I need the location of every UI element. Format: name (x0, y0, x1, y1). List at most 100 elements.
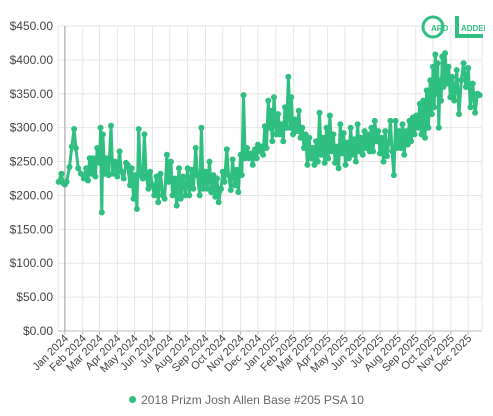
data-point (430, 63, 436, 70)
data-point (465, 65, 472, 71)
data-point (375, 128, 382, 135)
data-point (467, 104, 474, 111)
data-point (252, 146, 258, 153)
data-point (109, 170, 116, 177)
data-point (108, 122, 114, 129)
data-point (462, 84, 469, 90)
legend: 2018 Prizm Josh Allen Base #205 PSA 10 (0, 393, 493, 407)
data-point (380, 158, 387, 165)
data-point (253, 155, 260, 162)
data-point (218, 185, 224, 192)
data-point (163, 151, 170, 158)
data-point (169, 192, 176, 199)
data-point (221, 178, 228, 185)
data-point (295, 107, 302, 114)
data-point (364, 131, 371, 138)
data-point (202, 168, 209, 175)
data-point (231, 182, 238, 189)
data-point (383, 153, 390, 160)
data-point (245, 155, 252, 162)
data-point (397, 145, 404, 151)
data-point (314, 158, 321, 165)
data-point (442, 50, 449, 57)
data-point (167, 158, 174, 165)
data-point (196, 192, 203, 199)
data-point (269, 138, 276, 145)
data-point (261, 123, 268, 130)
data-point (301, 145, 307, 151)
data-point (368, 124, 375, 131)
data-point (127, 182, 133, 189)
data-point (453, 67, 460, 74)
data-point (415, 124, 422, 131)
data-point (413, 112, 420, 119)
data-point (267, 107, 274, 114)
data-point (326, 112, 333, 119)
data-point (118, 168, 125, 175)
data-point (330, 131, 337, 138)
data-point (83, 165, 90, 172)
data-point (320, 134, 326, 141)
data-point (422, 134, 428, 141)
data-point (114, 173, 121, 180)
data-point (373, 138, 380, 145)
data-point (94, 145, 101, 151)
data-point (387, 117, 394, 124)
data-point (132, 172, 139, 179)
card-ladder-logo: ARD ADDER (421, 15, 485, 39)
data-point (316, 109, 323, 116)
data-point (99, 131, 106, 138)
data-point (188, 166, 195, 173)
data-point (451, 97, 458, 104)
data-point (460, 60, 467, 67)
logo-c-icon (421, 15, 445, 39)
data-point (227, 187, 234, 193)
data-point (436, 77, 443, 84)
data-point (297, 134, 304, 141)
data-point (370, 148, 377, 155)
data-point (389, 148, 396, 155)
data-point (340, 130, 347, 137)
data-point (176, 165, 182, 172)
y-tick-label: $400.00 (10, 53, 54, 67)
data-point (328, 148, 335, 155)
data-point (351, 136, 358, 143)
series-layer (55, 50, 483, 216)
series-line (57, 51, 481, 214)
data-point (354, 121, 361, 128)
legend-label: 2018 Prizm Josh Allen Base #205 PSA 10 (141, 393, 364, 407)
data-point (112, 158, 118, 165)
data-point (177, 195, 184, 202)
data-point (434, 60, 441, 67)
data-point (294, 128, 301, 135)
y-axis-ticks: $0.00 $50.00 $100.00 $150.00 $200.00 $250.00 $… (10, 19, 54, 338)
data-point (401, 151, 408, 158)
data-point (98, 209, 105, 216)
data-point (304, 161, 311, 168)
data-point (55, 178, 62, 185)
y-tick-label: $200.00 (10, 188, 54, 202)
data-point (347, 124, 354, 131)
data-point (282, 104, 288, 111)
data-point (411, 131, 418, 138)
y-tick-label: $350.00 (10, 87, 54, 101)
data-point (299, 124, 306, 131)
data-point (271, 94, 277, 101)
data-point (396, 128, 402, 135)
data-point (180, 173, 186, 180)
data-point (116, 148, 123, 155)
data-point (235, 189, 242, 196)
data-point (420, 97, 427, 104)
data-point (63, 178, 70, 185)
logo-ladder-icon (455, 16, 459, 38)
data-point (335, 165, 342, 172)
data-point (447, 94, 454, 101)
data-point (124, 161, 131, 168)
data-point (433, 90, 440, 97)
data-point (90, 155, 97, 162)
data-point (318, 151, 325, 158)
y-tick-label: $0.00 (23, 324, 53, 338)
data-point (149, 182, 156, 189)
data-point (135, 126, 142, 132)
